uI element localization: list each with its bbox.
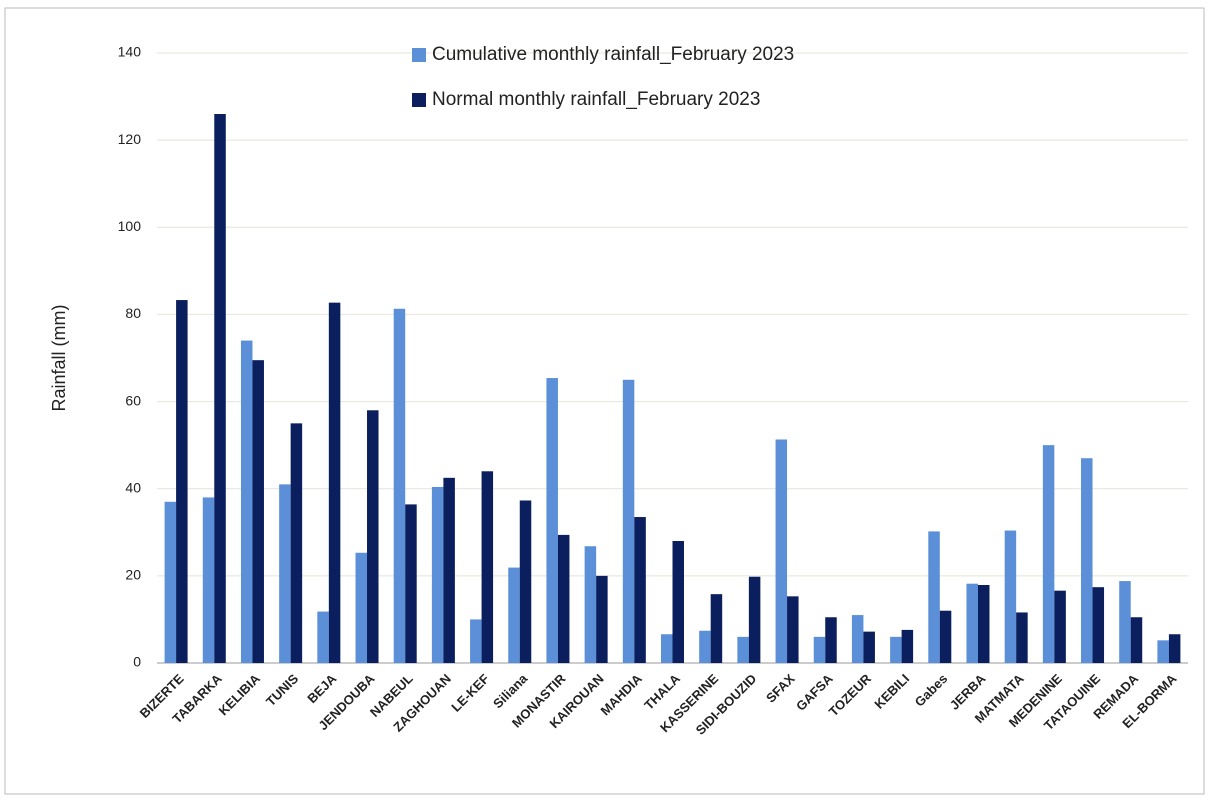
bar — [1130, 617, 1143, 663]
bar — [863, 631, 875, 663]
bar — [328, 302, 341, 663]
bar — [355, 552, 368, 663]
y-tick-label: 40 — [125, 479, 141, 495]
bar — [1092, 587, 1105, 663]
bar — [825, 617, 837, 663]
bar — [901, 629, 914, 663]
bar — [977, 585, 990, 663]
bar — [890, 636, 902, 663]
bar — [470, 619, 482, 663]
bar — [1054, 590, 1066, 663]
bar — [508, 567, 520, 663]
bar — [1081, 458, 1093, 663]
y-tick-label: 140 — [118, 44, 142, 60]
y-axis-label: Rainfall (mm) — [49, 304, 69, 411]
bar — [252, 360, 264, 663]
y-tick-label: 80 — [125, 305, 141, 321]
bar — [290, 423, 303, 663]
bar — [748, 576, 761, 663]
bar — [393, 308, 406, 663]
bar — [202, 497, 215, 663]
bar — [1119, 581, 1131, 663]
y-tick-label: 0 — [133, 654, 141, 670]
bar — [214, 114, 226, 663]
y-tick-label: 100 — [118, 218, 142, 234]
bar — [966, 583, 978, 663]
y-tick-label: 60 — [125, 392, 141, 408]
bar — [813, 636, 826, 663]
legend-label: Normal monthly rainfall_February 2023 — [432, 89, 760, 110]
bar — [1016, 612, 1028, 663]
bar — [851, 615, 864, 663]
bar — [1157, 640, 1169, 663]
bar — [1168, 634, 1181, 663]
y-tick-label: 20 — [125, 567, 141, 583]
bar — [557, 534, 570, 663]
bar — [176, 300, 188, 663]
bar — [584, 546, 597, 663]
bar — [710, 594, 723, 663]
bar — [699, 630, 711, 663]
bar — [622, 379, 635, 663]
bar — [672, 541, 684, 663]
bar — [737, 636, 749, 663]
legend-swatch — [412, 93, 426, 107]
bar — [519, 500, 532, 663]
bar — [405, 504, 417, 663]
y-tick-label: 120 — [118, 131, 142, 147]
bar — [1042, 445, 1055, 663]
bar — [775, 439, 788, 663]
bar — [443, 477, 455, 663]
legend-label: Cumulative monthly rainfall_February 202… — [432, 44, 794, 65]
bar — [367, 410, 379, 663]
bar — [481, 471, 494, 663]
bar — [939, 610, 952, 663]
bar — [546, 378, 558, 663]
bar — [279, 484, 291, 663]
bar — [317, 611, 329, 663]
bar — [634, 517, 646, 663]
bar — [431, 486, 444, 663]
bar — [164, 501, 177, 663]
bar — [661, 634, 673, 663]
legend-swatch — [412, 48, 426, 62]
bar — [596, 575, 608, 663]
bar — [240, 340, 253, 663]
bar — [928, 531, 940, 663]
bar — [787, 596, 799, 663]
bar — [1004, 530, 1017, 663]
